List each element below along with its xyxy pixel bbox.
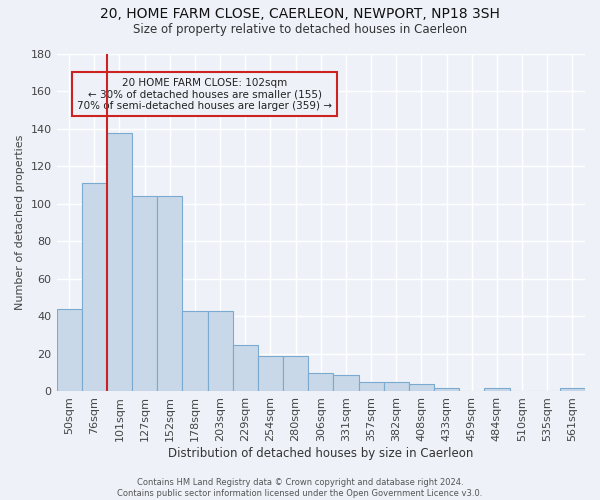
Bar <box>107 132 132 392</box>
Bar <box>283 356 308 392</box>
Bar <box>56 309 82 392</box>
Bar <box>308 372 334 392</box>
Bar <box>233 344 258 392</box>
Bar <box>434 388 459 392</box>
Text: Size of property relative to detached houses in Caerleon: Size of property relative to detached ho… <box>133 22 467 36</box>
X-axis label: Distribution of detached houses by size in Caerleon: Distribution of detached houses by size … <box>168 447 473 460</box>
Text: 20 HOME FARM CLOSE: 102sqm
← 30% of detached houses are smaller (155)
70% of sem: 20 HOME FARM CLOSE: 102sqm ← 30% of deta… <box>77 78 332 111</box>
Bar <box>208 311 233 392</box>
Bar <box>383 382 409 392</box>
Bar <box>157 196 182 392</box>
Bar <box>132 196 157 392</box>
Bar <box>560 388 585 392</box>
Bar <box>359 382 383 392</box>
Bar <box>484 388 509 392</box>
Bar <box>334 374 359 392</box>
Y-axis label: Number of detached properties: Number of detached properties <box>15 135 25 310</box>
Text: 20, HOME FARM CLOSE, CAERLEON, NEWPORT, NP18 3SH: 20, HOME FARM CLOSE, CAERLEON, NEWPORT, … <box>100 8 500 22</box>
Text: Contains HM Land Registry data © Crown copyright and database right 2024.
Contai: Contains HM Land Registry data © Crown c… <box>118 478 482 498</box>
Bar <box>82 184 107 392</box>
Bar <box>409 384 434 392</box>
Bar <box>258 356 283 392</box>
Bar <box>182 311 208 392</box>
